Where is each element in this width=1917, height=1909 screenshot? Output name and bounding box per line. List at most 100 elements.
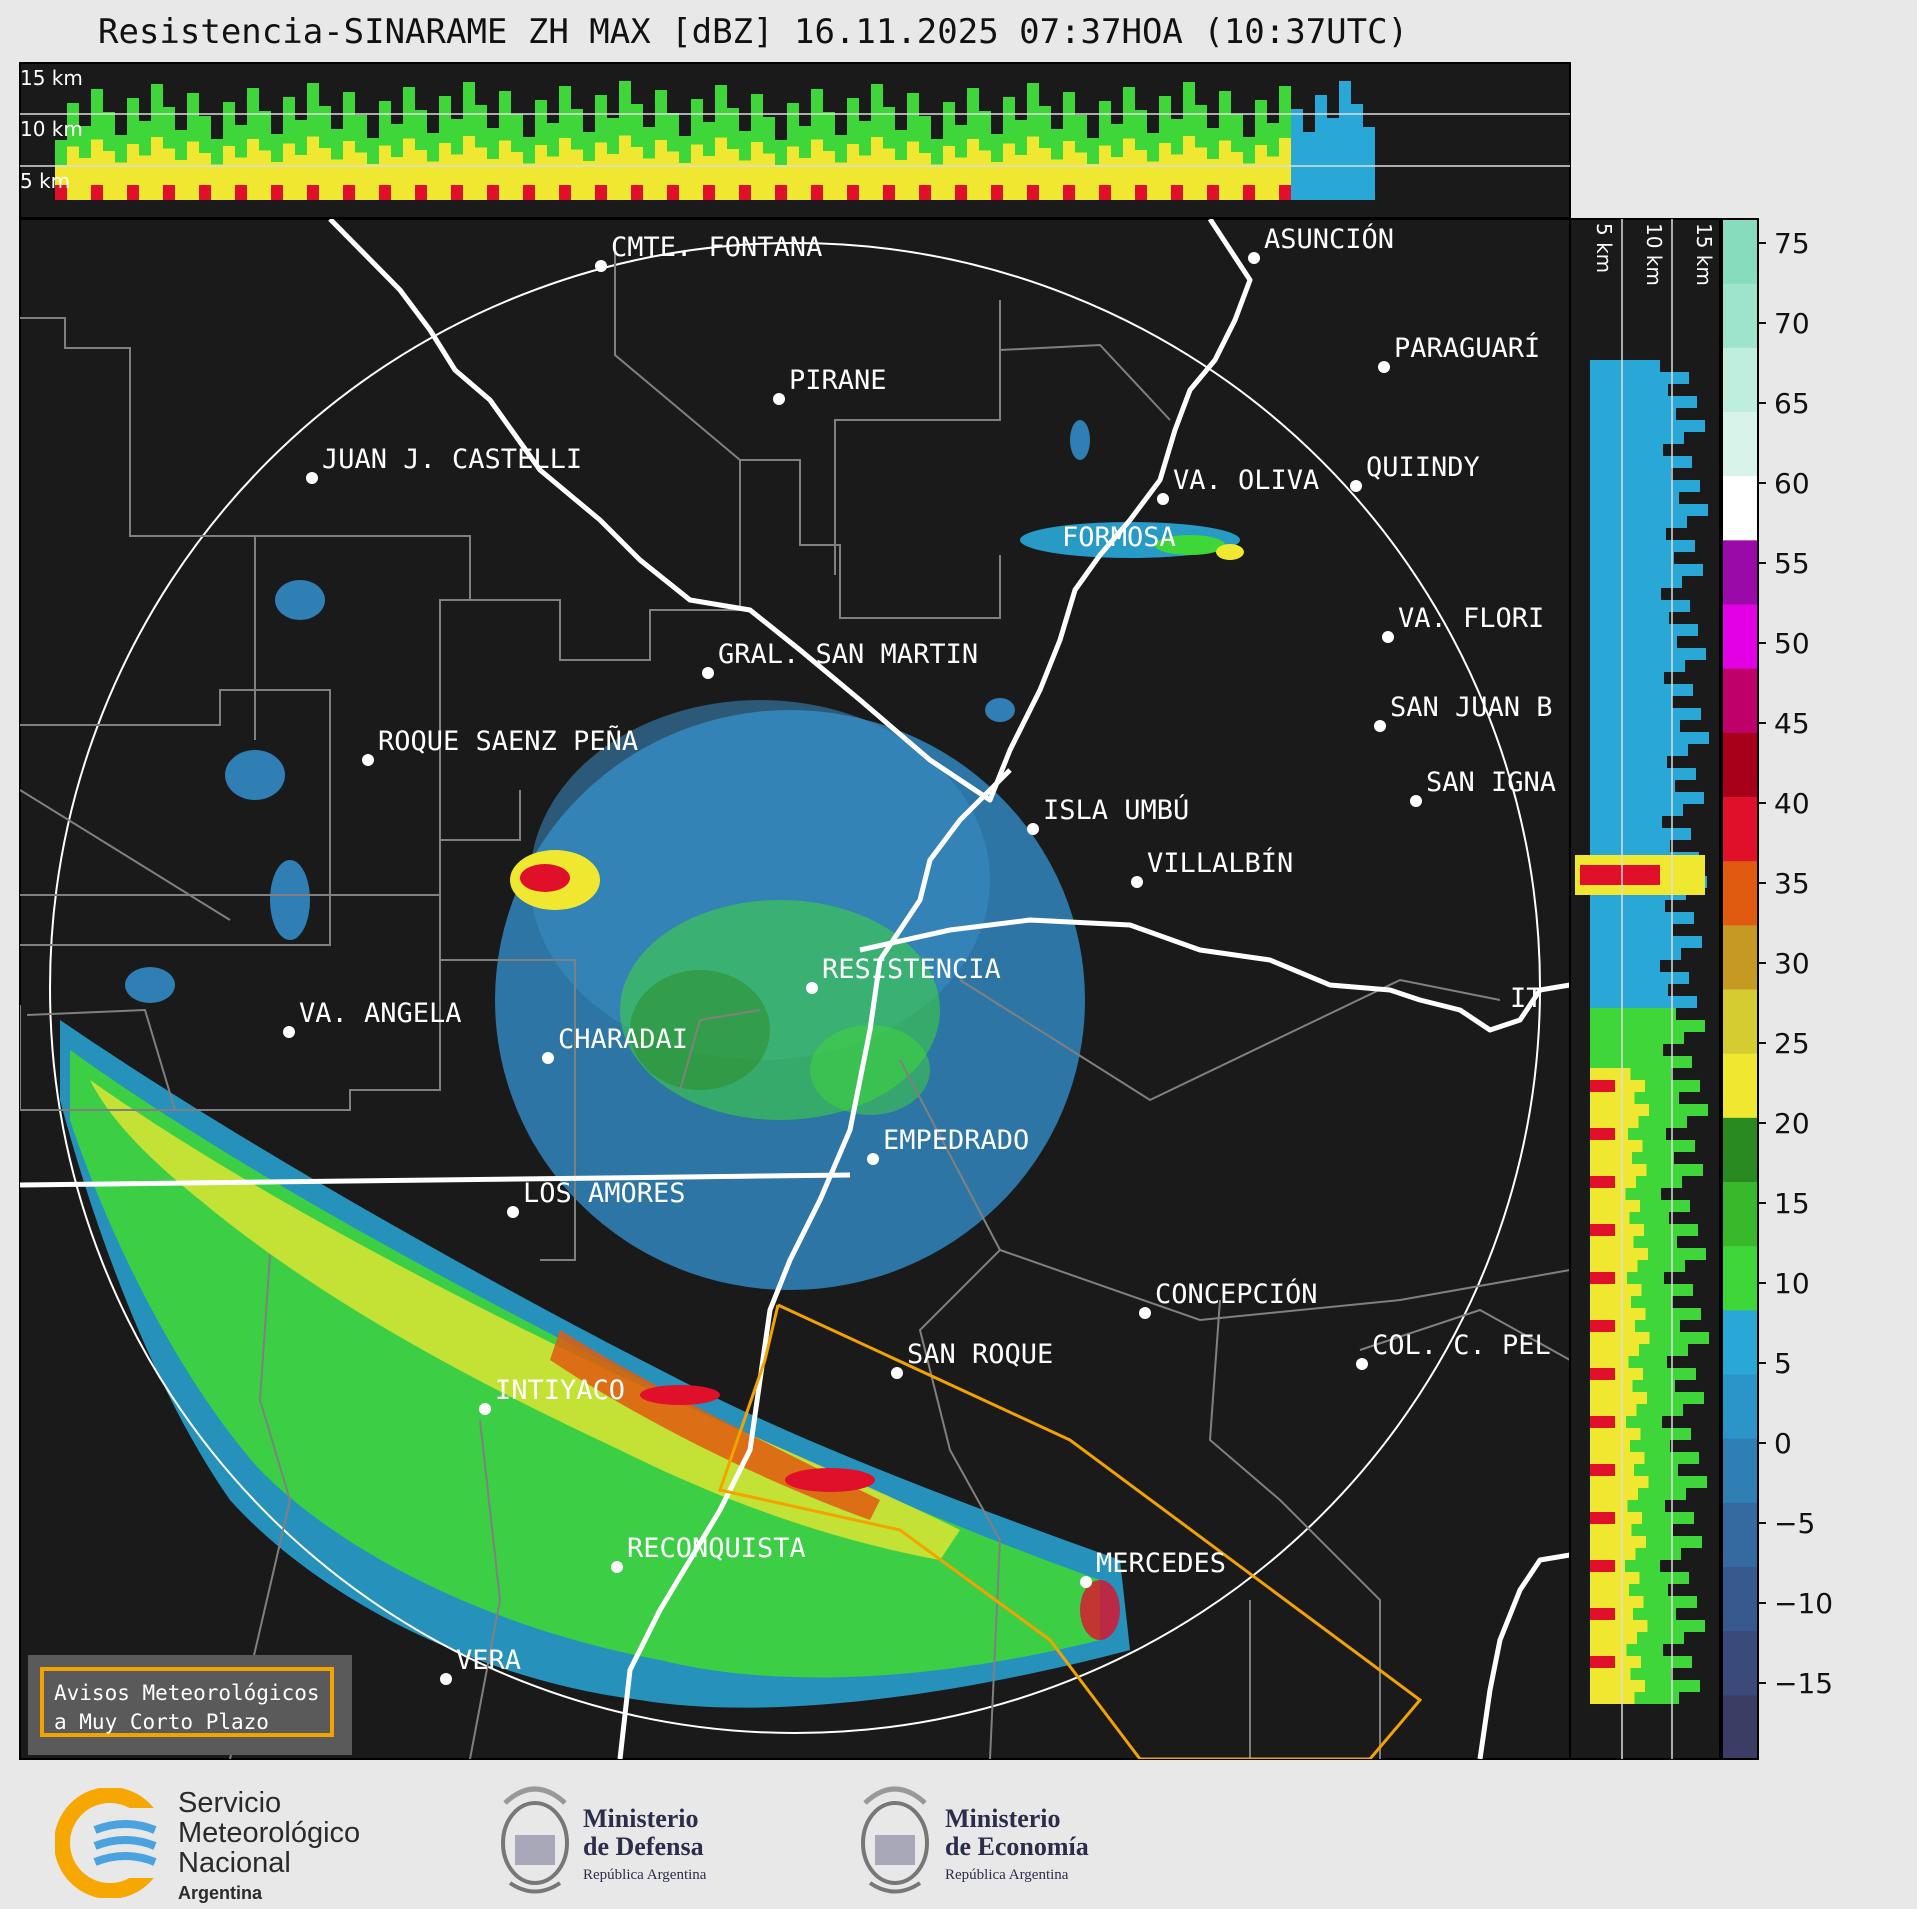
city-label: ASUNCIÓN [1264,223,1394,255]
colorbar-swatch [1722,668,1758,733]
smn-line3: Nacional [178,1847,291,1879]
side-echo-peak [1590,1464,1615,1476]
colorbar-tick-label: −5 [1774,1507,1815,1540]
city-label: GRAL. SAN MARTIN [718,639,978,670]
side-alt-label-15: 15 km [1692,223,1716,286]
city-label: RESISTENCIA [822,954,1001,985]
top-echo-core [79,158,91,200]
side-echo-row [1590,480,1700,492]
top-echo-core [1003,143,1015,200]
colorbar-tick-label: 15 [1774,1187,1810,1220]
smn-line1: Servicio [178,1787,282,1819]
side-echo-row [1590,456,1692,468]
side-echo-peak [1590,1128,1615,1140]
side-echo-core [1590,1212,1630,1224]
colorbar-swatch [1722,604,1758,669]
top-echo-core [1279,138,1291,200]
economia-text: Ministerio de Economía República Argenti… [945,1805,1089,1889]
top-echo-peak [991,185,1003,200]
side-echo-core [1590,1308,1646,1320]
smn-line2: Meteorológico [178,1817,361,1849]
top-echo-core [859,155,871,200]
city-dot [507,1206,519,1218]
side-echo-core [1590,1284,1642,1296]
radar-map[interactable]: CMTE. FONTANA ASUNCIÓN PIRANE PARAGUARÍ JUAN… [19,218,1571,1760]
side-echo-core [1590,1500,1628,1512]
top-echo-column [1363,127,1375,200]
side-echo-peak [1590,1272,1615,1284]
economia-seal-icon [855,1775,935,1904]
top-echo-column [1327,118,1339,200]
side-echo-peak [1590,1224,1615,1236]
side-echo-row [1590,936,1702,948]
footer: Servicio Meteorológico Nacional Argentin… [0,1760,1917,1909]
colorbar-swatch [1722,1566,1758,1632]
top-echo-peak [1135,185,1147,200]
top-echo-core [115,162,127,200]
side-echo-core [1590,1440,1630,1452]
city-dot [1248,252,1260,264]
colorbar-swatch [1722,1309,1758,1375]
colorbar-tick-label: 65 [1774,387,1810,420]
top-echo-core [283,143,295,200]
colorbar-tick-label: 0 [1774,1427,1792,1460]
side-echo-peak [1590,1560,1615,1572]
colorbar-swatch [1722,475,1758,541]
warning-polygon[interactable] [718,1303,1423,1759]
colorbar-tick-label: 5 [1774,1347,1792,1380]
reflectivity-echoes [60,420,1244,1708]
side-echo-core [1590,1152,1632,1164]
side-echo-core [1590,1428,1641,1440]
top-echo-core [679,163,691,200]
top-alt-label-10: 10 km [20,117,83,141]
side-echo-row [1590,828,1691,840]
side-echo-row [1590,912,1694,924]
colorbar-swatch [1722,1053,1758,1118]
top-echo-core [547,156,559,200]
side-echo-row [1590,684,1693,696]
top-echo-core [943,146,955,200]
side-echo-core [1590,1644,1627,1656]
top-echo-core [463,136,475,200]
top-echo-core [871,137,883,200]
colorbar-swatch [1722,924,1758,990]
side-echo-row [1590,708,1701,720]
colorbar-swatch [1722,347,1758,412]
side-echo-peak [1590,1416,1615,1428]
colorbar-tick-label: 20 [1774,1107,1810,1140]
city-label: INTIYACO [495,1375,625,1406]
city-label: CONCEPCIÓN [1155,1278,1318,1310]
city-dot [595,260,607,272]
city-dot [1139,1307,1151,1319]
top-echo-core [1255,145,1267,200]
side-echo-row [1590,468,1671,480]
top-echo-core [715,137,727,200]
city-label: LOS AMORES [523,1178,686,1209]
side-echo-core [1590,1200,1640,1212]
side-echo-core [1590,1356,1629,1368]
top-echo-peak [739,185,751,200]
defensa-line2: de Defensa [583,1832,704,1861]
side-echo-row [1590,408,1676,420]
city-label: COL. C. PEL [1372,1330,1551,1361]
city-label: PARAGUARÍ [1394,332,1540,364]
city-dot [440,1673,452,1685]
colorbar-tick-label: 45 [1774,707,1810,740]
side-echo-row [1590,564,1703,576]
colorbar-swatch [1722,860,1758,926]
top-echo-core [247,139,259,200]
side-echo-row [1590,1044,1663,1056]
colorbar-swatch [1722,989,1758,1054]
side-echo-peak [1590,1512,1615,1524]
city-dot [806,982,818,994]
city-label: VA. FLORI [1398,603,1544,634]
top-echo-core [367,164,379,200]
top-echo-core [223,146,235,200]
top-echo-peak [631,185,643,200]
top-echo-peak [1243,185,1255,200]
city-dot [1027,823,1039,835]
colorbar-swatch [1722,411,1758,477]
top-echo-core [787,146,799,200]
city-label: VA. ANGELA [299,998,462,1029]
